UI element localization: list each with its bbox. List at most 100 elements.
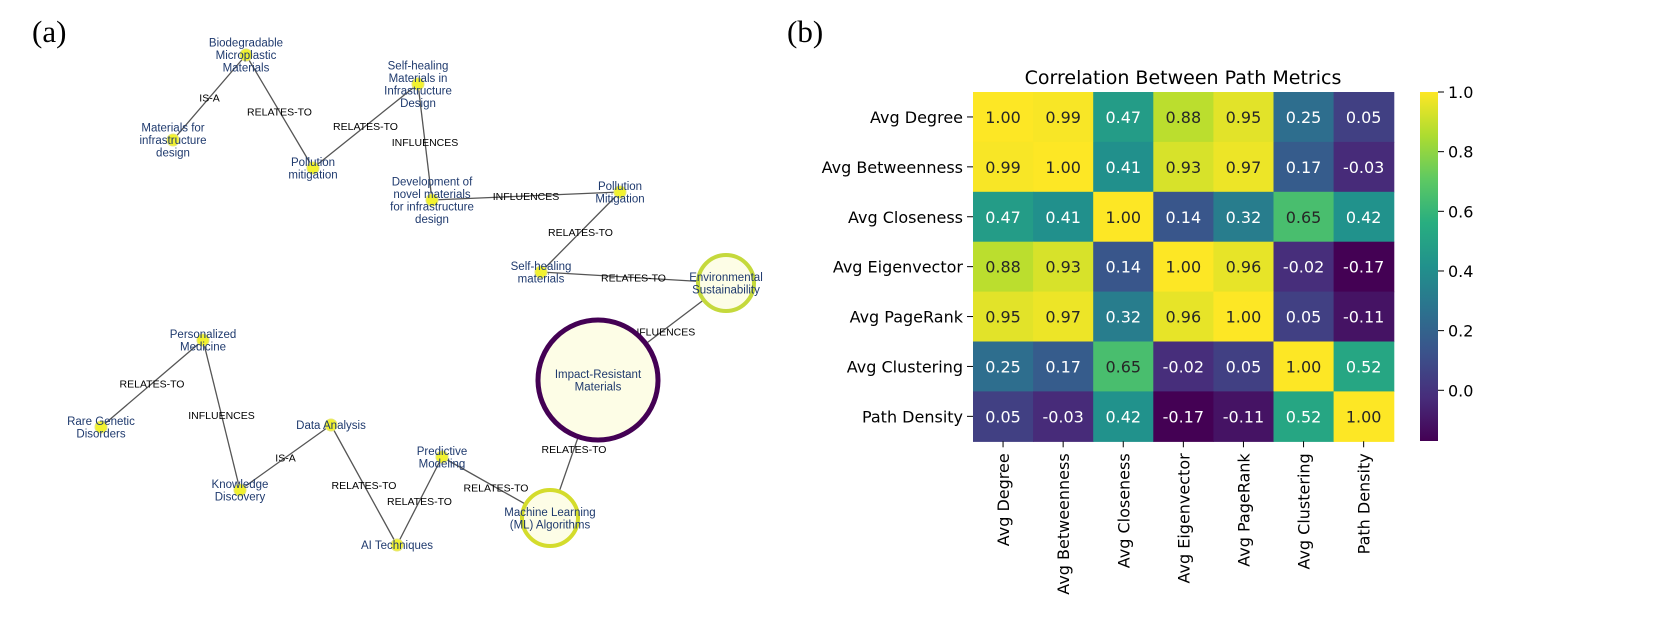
heatmap-cell-label: 1.00 (1226, 308, 1262, 327)
node-label: Materials (575, 381, 622, 393)
node-label: Disorders (76, 428, 125, 440)
heatmap-cell-label: 1.00 (1045, 158, 1081, 177)
heatmap-cell-label: 0.05 (1286, 308, 1322, 327)
heatmap-cell (1333, 391, 1395, 442)
node-label: Mitigation (595, 193, 644, 205)
heatmap-cell-label: 0.99 (1045, 108, 1081, 127)
heatmap-cell (1333, 291, 1395, 343)
heatmap-cell-label: 0.97 (1226, 158, 1262, 177)
heatmap-cell-label: 0.05 (985, 407, 1021, 426)
heatmap-cell (1273, 191, 1335, 243)
heatmap-cell-label: -0.02 (1283, 258, 1324, 277)
heatmap-cell-label: 1.00 (1166, 258, 1202, 277)
edge-label: RELATES-TO (387, 496, 452, 508)
heatmap-cell-label: -0.03 (1343, 158, 1384, 177)
node-label: Discovery (215, 491, 266, 503)
graph-node (239, 48, 253, 62)
graph-node (535, 317, 661, 443)
node-label: mitigation (288, 169, 337, 181)
heatmap-cell-label: 0.42 (1105, 407, 1141, 426)
node-label: infrastructure (139, 135, 206, 147)
colorbar-tick-label: 0.2 (1448, 322, 1473, 341)
heatmap-cell-label: 0.88 (985, 258, 1021, 277)
graph-node (411, 77, 425, 91)
heatmap-cell (1093, 291, 1154, 343)
colorbar-tick-label: 1.0 (1448, 83, 1473, 102)
node-label: Impact-Resistant (555, 369, 642, 381)
heatmap-cell (1273, 141, 1335, 193)
node-label: Machine Learning (504, 507, 595, 519)
heatmap-cell-label: 0.17 (1045, 357, 1081, 376)
heatmap-cell (1333, 141, 1395, 193)
heatmap-cell-label: -0.17 (1343, 258, 1384, 277)
heatmap-cell-label: 1.00 (1105, 208, 1141, 227)
heatmap-cell (1153, 391, 1214, 442)
heatmap-cell (1213, 241, 1275, 293)
edge-label: RELATES-TO (120, 379, 185, 391)
heatmap-cell-label: -0.03 (1042, 407, 1083, 426)
node-label: Self-healing (511, 261, 572, 273)
knowledge-graph: IS-A RELATES-TO RELATES-TO INFLUENCES INFLUE… (67, 38, 763, 553)
heatmap-cell-label: 0.93 (1166, 158, 1202, 177)
col-tick-label: Avg Eigenvector (1174, 453, 1193, 584)
graph-edge (239, 424, 332, 491)
edge-label: RELATES-TO (332, 480, 397, 492)
heatmap-cell-label: 0.17 (1286, 158, 1322, 177)
heatmap-cell (1333, 92, 1395, 143)
col-tick-label: Avg PageRank (1234, 453, 1253, 567)
heatmap-cell (1033, 341, 1094, 392)
heatmap-cell (1213, 291, 1275, 343)
heatmap-cell-label: 0.97 (1045, 308, 1081, 327)
heatmap-cell (1333, 241, 1395, 293)
graph-edge (312, 83, 419, 169)
heatmap-cell-label: 0.52 (1346, 357, 1382, 376)
edge-label: INFLUENCES (188, 410, 255, 422)
heatmap-cell (1093, 191, 1154, 243)
heatmap-cell (1093, 341, 1154, 392)
heatmap-cell (1093, 241, 1154, 293)
node-label: for infrastructure (390, 201, 474, 213)
node-label: Rare Genetic (67, 416, 135, 428)
heatmap-cell-label: 0.95 (985, 308, 1021, 327)
heatmap-cell (1213, 191, 1275, 243)
node-label: Modeling (419, 458, 466, 470)
heatmap-cell-label: 0.41 (1045, 208, 1081, 227)
node-label: Materials for (141, 123, 204, 135)
graph-node (306, 161, 320, 175)
heatmap-cell-label: -0.11 (1223, 407, 1264, 426)
heatmap-cell (1153, 191, 1214, 243)
edge-label: IS-A (275, 453, 295, 465)
graph-edge (330, 424, 398, 546)
row-tick-label: Path Density (862, 407, 963, 426)
graph-edge (172, 54, 247, 141)
node-label: novel materials (393, 189, 471, 201)
graph-node (613, 185, 627, 199)
node-label: Self-healing (388, 60, 449, 72)
heatmap-cell-label: 0.52 (1286, 407, 1322, 426)
heatmap-cell-label: -0.17 (1163, 407, 1204, 426)
graph-node (166, 133, 180, 147)
graph-edge (396, 456, 443, 546)
heatmap-cell (1093, 141, 1154, 193)
heatmap-cell-label: 0.25 (985, 357, 1021, 376)
node-label: Materials (223, 63, 270, 75)
heatmap-cell (973, 241, 1034, 293)
heatmap-cell-label: -0.11 (1343, 308, 1384, 327)
node-label: Environmental (689, 272, 763, 284)
node-label: Development of (392, 176, 473, 188)
heatmap-cell (973, 291, 1034, 343)
heatmap-title: Correlation Between Path Metrics (1025, 67, 1342, 89)
heatmap-cell-label: 1.00 (1286, 357, 1322, 376)
graph-edge (202, 339, 241, 491)
node-label: Data Analysis (296, 420, 366, 432)
node-label: materials (518, 273, 565, 285)
edge-label: RELATES-TO (333, 121, 398, 133)
heatmap-cell-label: 0.88 (1166, 108, 1202, 127)
heatmap-cell-label: 0.96 (1166, 308, 1202, 327)
col-tick-label: Path Density (1355, 453, 1374, 554)
edge-label: IS-A (199, 93, 219, 105)
heatmap-cell (973, 141, 1034, 193)
row-tick-label: Avg Closeness (848, 208, 963, 227)
heatmap-cell (973, 191, 1034, 243)
col-tick-label: Avg Clustering (1295, 453, 1314, 569)
